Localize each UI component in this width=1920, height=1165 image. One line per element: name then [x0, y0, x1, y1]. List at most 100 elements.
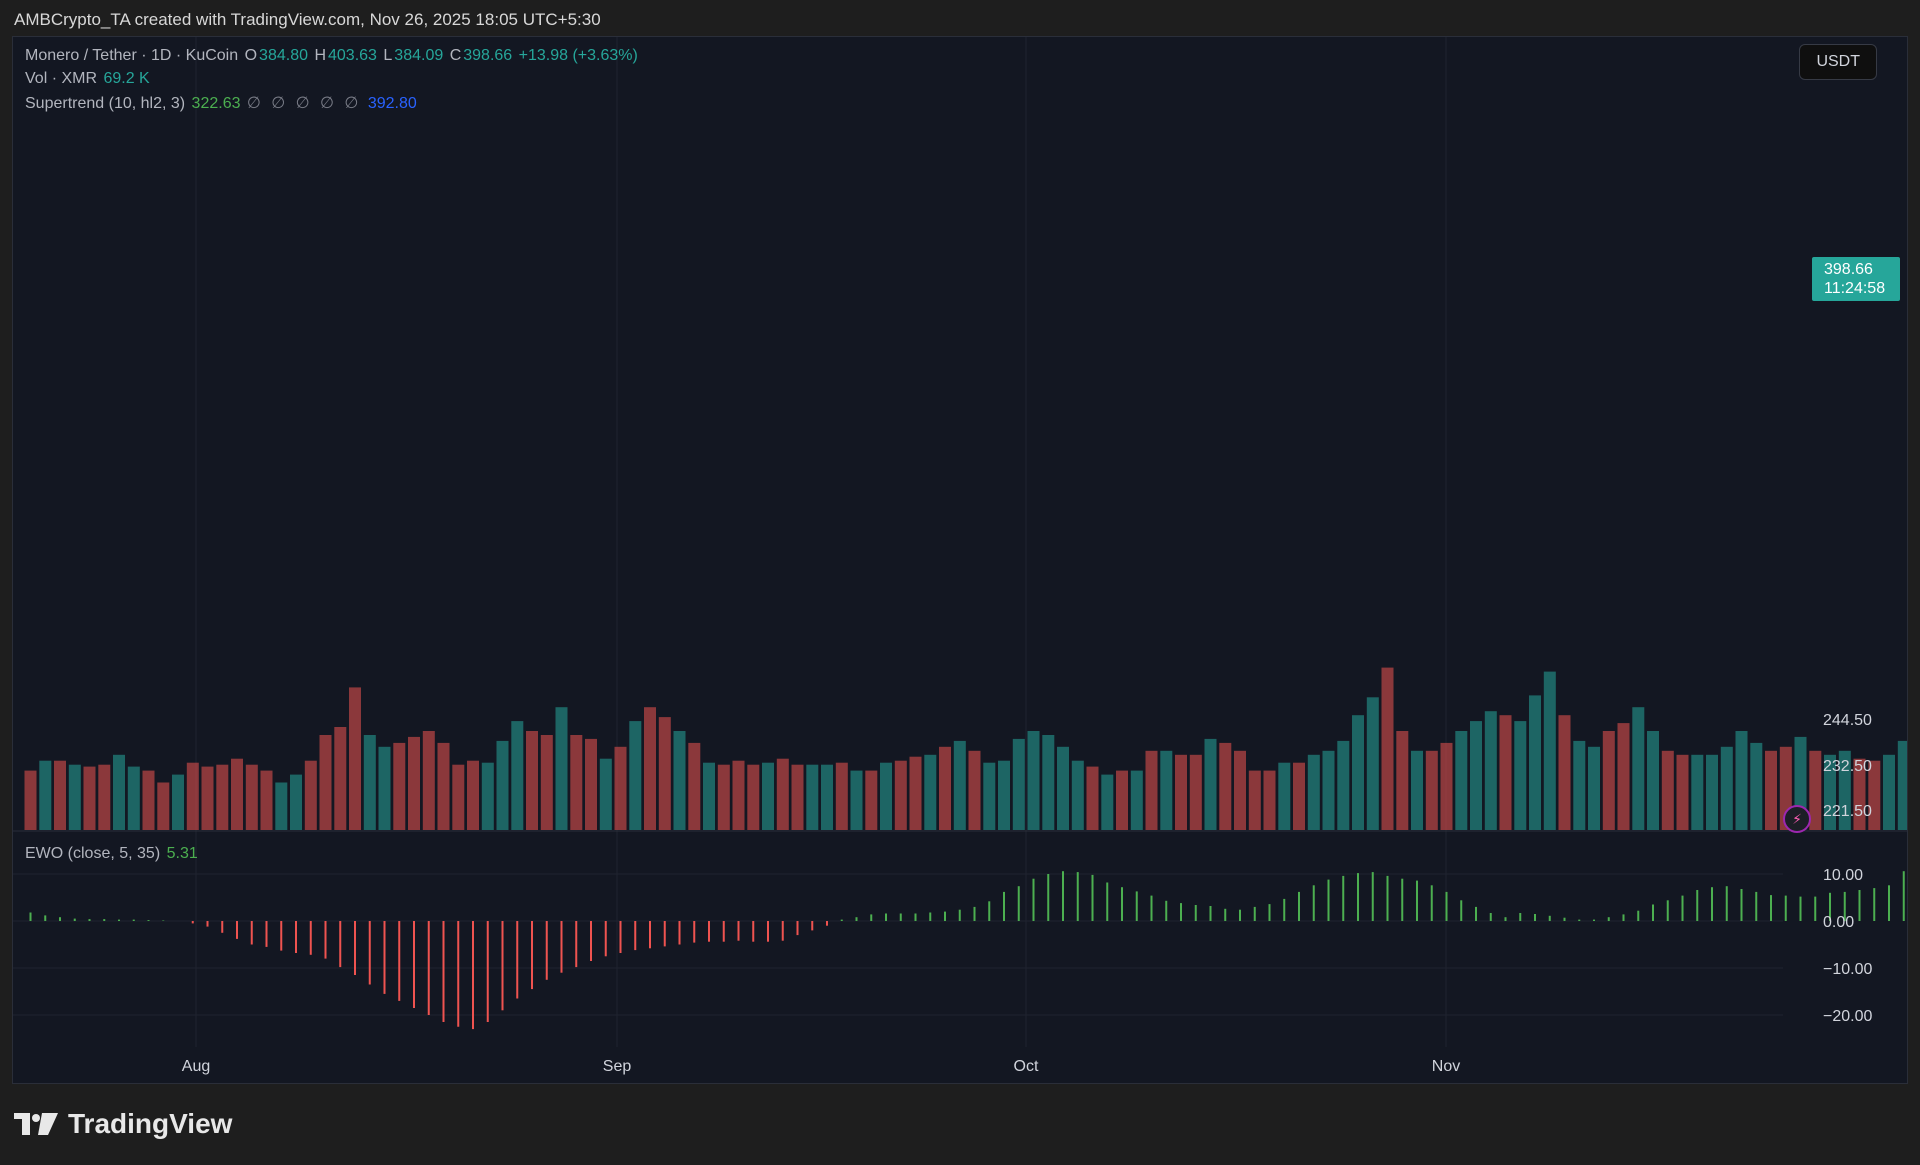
volume-bar	[1057, 746, 1069, 830]
volume-bar	[688, 742, 701, 830]
volume-bar	[1175, 754, 1187, 830]
volume-bar	[658, 717, 671, 830]
volume-bar	[1588, 746, 1600, 830]
volume-bar	[1160, 750, 1173, 830]
volume-bar	[1543, 671, 1556, 830]
volume-bar	[806, 764, 819, 830]
volume-bar	[703, 762, 715, 830]
time-axis-label: Sep	[603, 1058, 632, 1075]
symbol-name: Monero / Tether · 1D · KuCoin	[25, 47, 239, 64]
volume-bar	[1720, 746, 1733, 830]
volume-bar	[1529, 695, 1541, 830]
volume-bar	[142, 770, 155, 830]
volume-bar	[865, 770, 878, 830]
volume-bar	[98, 764, 111, 830]
change-value: +13.98 (+3.63%)	[518, 47, 638, 64]
ewo-axis-label: 0.00	[1823, 914, 1854, 931]
volume-bar	[673, 731, 686, 830]
low-value: 384.09	[394, 47, 444, 64]
ewo-axis-label: −10.00	[1823, 961, 1872, 978]
volume-bar	[452, 764, 465, 830]
last-price-value: 398.66	[1824, 261, 1873, 278]
volume-bar	[275, 782, 288, 830]
price-axis-label: 221.50	[1823, 803, 1872, 820]
volume-bar	[1145, 750, 1158, 830]
volume-bar	[349, 687, 361, 830]
lightning-icon[interactable]: ⚡	[1783, 805, 1811, 833]
volume-bar	[1381, 667, 1394, 830]
volume-bar	[1234, 750, 1246, 830]
volume-bar	[776, 758, 789, 830]
volume-bar	[172, 774, 184, 830]
volume-bar	[1352, 715, 1364, 830]
volume-bar	[791, 764, 804, 830]
volume-bar	[644, 707, 656, 830]
volume-bar	[1189, 754, 1202, 830]
ewo-label: EWO (close, 5, 35)	[25, 845, 161, 862]
volume-bar	[378, 746, 391, 830]
ewo-axis-label: −20.00	[1823, 1008, 1872, 1025]
volume-label: Vol · XMR	[25, 70, 98, 87]
volume-bar	[1204, 738, 1217, 830]
volume-bar	[231, 758, 243, 830]
volume-bar	[1337, 740, 1350, 830]
tradingview-logo-icon	[14, 1113, 58, 1135]
price-chart[interactable]: Buy460.00440.00420.00380.00360.00340.003…	[13, 37, 1907, 1083]
volume-bar	[422, 731, 435, 830]
volume-bar	[747, 764, 760, 830]
volume-bar	[821, 764, 833, 830]
volume-bar	[555, 707, 568, 830]
volume-bar	[1278, 762, 1291, 830]
currency-button[interactable]: USDT	[1799, 44, 1877, 80]
time-axis-label: Nov	[1432, 1058, 1460, 1075]
volume-bar	[1027, 731, 1040, 830]
volume-bar	[1765, 750, 1777, 830]
chart-panel[interactable]: Buy460.00440.00420.00380.00360.00340.003…	[12, 36, 1908, 1084]
volume-bar	[24, 770, 37, 830]
ewo-value: 5.31	[166, 845, 198, 862]
volume-legend: Vol · XMR 69.2 K	[25, 70, 152, 88]
volume-bar	[998, 760, 1010, 830]
price-axis-label: 232.50	[1823, 758, 1872, 775]
volume-bar	[1602, 731, 1615, 830]
volume-bar	[186, 762, 199, 830]
high-value: 403.63	[328, 47, 377, 64]
volume-bar	[629, 721, 642, 830]
volume-bar	[304, 760, 317, 830]
volume-bar	[968, 750, 981, 830]
volume-bar	[1116, 770, 1128, 830]
volume-bar	[924, 754, 937, 830]
chart-caption: AMBCrypto_TA created with TradingView.co…	[14, 10, 601, 29]
volume-bar	[540, 735, 553, 830]
volume-bar	[1484, 711, 1497, 830]
ewo-axis-label: 10.00	[1823, 867, 1863, 884]
high-label: H	[314, 47, 326, 64]
volume-bar	[1573, 740, 1586, 830]
volume-bar	[1735, 731, 1748, 830]
volume-bar	[585, 738, 597, 830]
volume-bar	[1322, 750, 1335, 830]
volume-bar	[113, 754, 125, 830]
volume-bar	[1558, 715, 1571, 830]
volume-bar	[83, 766, 96, 830]
open-value: 384.80	[259, 47, 308, 64]
volume-bar	[1440, 742, 1453, 830]
volume-bar	[1691, 754, 1704, 830]
volume-bar	[1897, 740, 1907, 830]
volume-bar	[1853, 758, 1866, 830]
volume-bar	[1263, 770, 1276, 830]
close-value: 398.66	[463, 47, 513, 64]
volume-bar	[245, 764, 258, 830]
volume-bar	[481, 762, 494, 830]
ewo-legend: EWO (close, 5, 35) 5.31	[25, 845, 200, 863]
volume-bar	[1366, 697, 1379, 830]
volume-value: 69.2 K	[103, 70, 150, 87]
volume-bar	[1470, 721, 1482, 830]
volume-bar	[526, 731, 538, 830]
volume-bar	[216, 764, 229, 830]
volume-bar	[717, 764, 730, 830]
volume-bar	[1012, 738, 1025, 830]
volume-bar	[614, 746, 627, 830]
supertrend-legend: Supertrend (10, hl2, 3) 322.63 ∅ ∅ ∅ ∅ ∅…	[25, 93, 419, 113]
volume-bar	[835, 762, 848, 830]
